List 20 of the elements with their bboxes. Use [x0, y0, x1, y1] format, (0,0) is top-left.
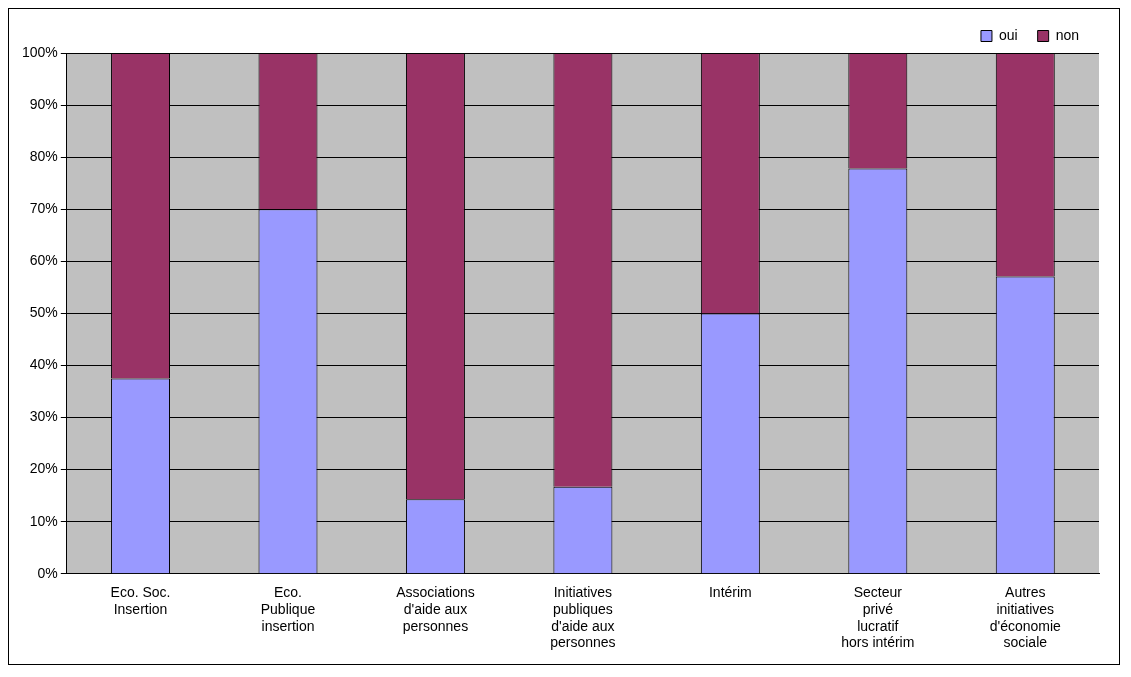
y-tick-label: 100%: [21, 43, 58, 60]
x-tick-label: Initiatives publiques d'aide aux personnes: [550, 584, 616, 651]
y-tick-label: 60%: [29, 252, 58, 269]
x-tick-label: Secteur privé lucratif hors intérim: [841, 584, 915, 651]
y-tick-label: 30%: [29, 408, 58, 425]
y-tick-label: 40%: [29, 356, 58, 373]
y-tick-label: 20%: [29, 460, 58, 477]
legend-label: non: [1055, 26, 1079, 43]
legend-label: oui: [998, 26, 1018, 43]
y-tick-label: 50%: [29, 304, 58, 321]
x-tick-label: Intérim: [708, 584, 752, 601]
y-tick-label: 0%: [37, 564, 58, 581]
y-tick-label: 90%: [29, 95, 58, 112]
y-tick-label: 70%: [29, 200, 58, 217]
x-tick-label: Eco. Soc. Insertion: [110, 584, 171, 617]
y-tick-label: 10%: [29, 512, 58, 529]
x-tick-label: Eco. Publique insertion: [260, 584, 316, 634]
x-tick-label: Associations d'aide aux personnes: [396, 584, 475, 634]
x-tick-label: Autres initiatives d'économie sociale: [989, 584, 1062, 651]
y-tick-label: 80%: [29, 148, 58, 165]
